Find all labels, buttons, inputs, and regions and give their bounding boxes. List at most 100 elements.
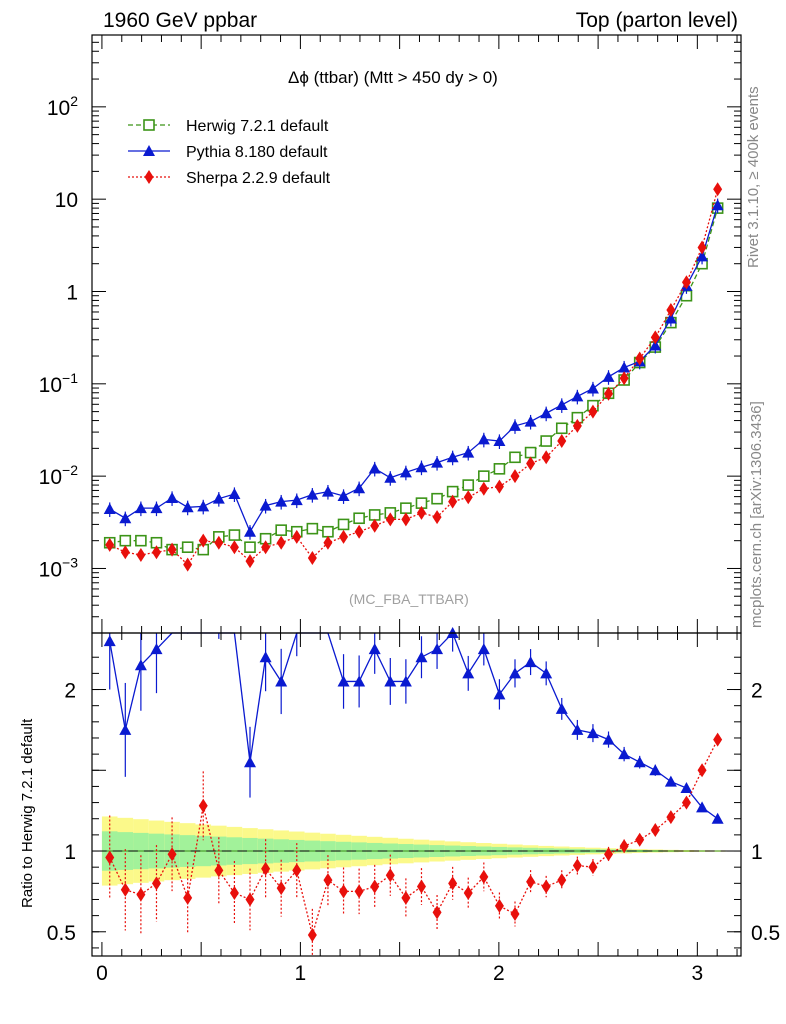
y-tick-label: 102 (47, 93, 78, 120)
data-point-pythia-8-180-default (586, 382, 599, 394)
data-point-sherpa-2-2-9-default (245, 554, 255, 569)
data-point-sherpa-2-2-9-default (713, 182, 723, 197)
data-point-pythia-8-180-default (540, 407, 553, 419)
ratio-point-pythia-8-180-default (493, 688, 506, 700)
header-right: Top (parton level) (575, 9, 738, 32)
data-point-pythia-8-180-default (446, 451, 459, 463)
ratio-point-pythia-8-180-default (462, 667, 475, 679)
data-point-sherpa-2-2-9-default (292, 529, 302, 544)
data-point-sherpa-2-2-9-default (604, 386, 614, 401)
ratio-point-sherpa-2-2-9-default (650, 823, 660, 838)
ratio-point-sherpa-2-2-9-default (198, 798, 208, 813)
data-point-pythia-8-180-default (477, 433, 490, 445)
data-point-pythia-8-180-default (244, 525, 257, 537)
legend-label-sherpa-2-2-9-default: Sherpa 2.2.9 default (186, 170, 331, 187)
ratio-y-tick-label: 1 (64, 841, 76, 864)
data-point-sherpa-2-2-9-default (261, 540, 271, 555)
ratio-point-sherpa-2-2-9-default (276, 881, 286, 896)
data-point-sherpa-2-2-9-default (416, 505, 426, 520)
ratio-point-sherpa-2-2-9-default (432, 905, 442, 920)
data-point-pythia-8-180-default (711, 199, 724, 211)
legend-marker-herwig-7-2-1-default (143, 119, 155, 131)
data-point-pythia-8-180-default (103, 503, 116, 515)
ratio-point-pythia-8-180-default (509, 667, 522, 679)
ratio-point-sherpa-2-2-9-default (713, 732, 723, 747)
y-tick-label: 10−3 (39, 554, 79, 581)
analysis-watermark: (MC_FBA_TTBAR) (349, 591, 469, 607)
data-point-sherpa-2-2-9-default (370, 518, 380, 533)
ratio-point-sherpa-2-2-9-default (385, 868, 395, 883)
ratio-y-tick-label: 2 (64, 680, 76, 703)
ratio-point-sherpa-2-2-9-default (526, 874, 536, 889)
ratio-line-pythia-8-180-default (109, 631, 719, 820)
data-point-sherpa-2-2-9-default (666, 303, 676, 318)
data-point-sherpa-2-2-9-default (681, 275, 691, 290)
data-point-sherpa-2-2-9-default (151, 545, 161, 560)
ratio-point-sherpa-2-2-9-default (635, 832, 645, 847)
ratio-y-axis-label: Ratio to Herwig 7.2.1 default (19, 718, 36, 908)
ratio-point-pythia-8-180-default (540, 667, 553, 679)
ratio-point-sherpa-2-2-9-default (588, 860, 598, 875)
x-tick-label: 1 (295, 962, 307, 985)
ratio-point-pythia-8-180-default (368, 643, 381, 655)
ratio-point-pythia-8-180-default (384, 675, 397, 687)
data-point-sherpa-2-2-9-default (323, 535, 333, 550)
ratio-line-sherpa-2-2-9-default (109, 739, 719, 938)
data-point-sherpa-2-2-9-default (541, 450, 551, 465)
data-point-sherpa-2-2-9-default (307, 550, 317, 565)
data-point-herwig-7-2-1-default (540, 435, 552, 447)
series-pythia-8-180-default (103, 198, 724, 824)
data-point-sherpa-2-2-9-default (557, 434, 567, 449)
ratio-point-sherpa-2-2-9-default (105, 850, 115, 865)
data-point-pythia-8-180-default (571, 390, 584, 402)
data-point-pythia-8-180-default (212, 492, 225, 504)
ratio-point-pythia-8-180-default (555, 702, 568, 714)
ratio-point-sherpa-2-2-9-default (401, 890, 411, 905)
mcplots-label: mcplots.cern.ch [arXiv:1306.3436] (748, 401, 765, 628)
data-point-sherpa-2-2-9-default (183, 557, 193, 572)
legend-marker-pythia-8-180-default (143, 145, 155, 156)
ratio-point-pythia-8-180-default (602, 733, 615, 745)
ratio-point-pythia-8-180-default (119, 723, 132, 735)
data-point-sherpa-2-2-9-default (619, 371, 629, 386)
ratio-point-sherpa-2-2-9-default (416, 879, 426, 894)
ratio-y-tick-label-right: 2 (751, 680, 763, 703)
data-point-sherpa-2-2-9-default (494, 479, 504, 494)
ratio-point-pythia-8-180-default (415, 651, 428, 663)
chart-title: Δϕ (ttbar) (Mtt > 450 dy > 0) (288, 68, 498, 87)
data-point-herwig-7-2-1-default (135, 534, 147, 547)
data-point-herwig-7-2-1-default (244, 541, 256, 553)
data-point-pythia-8-180-default (275, 495, 288, 507)
data-point-pythia-8-180-default (197, 500, 210, 512)
data-point-pythia-8-180-default (150, 502, 163, 514)
data-point-sherpa-2-2-9-default (214, 535, 224, 550)
data-point-pythia-8-180-default (602, 370, 615, 382)
data-point-pythia-8-180-default (509, 419, 522, 431)
ratio-point-sherpa-2-2-9-default (541, 879, 551, 894)
data-point-pythia-8-180-default (259, 499, 272, 511)
ratio-point-pythia-8-180-default (524, 656, 537, 668)
chart-marks (103, 182, 724, 956)
ratio-point-sherpa-2-2-9-default (183, 890, 193, 905)
ratio-point-sherpa-2-2-9-default (681, 795, 691, 810)
data-point-sherpa-2-2-9-default (572, 418, 582, 433)
data-point-pythia-8-180-default (181, 501, 194, 513)
y-tick-label: 1 (66, 281, 78, 304)
data-point-herwig-7-2-1-default (306, 522, 319, 535)
data-point-herwig-7-2-1-default (228, 529, 241, 541)
ratio-point-pythia-8-180-default (431, 643, 444, 655)
ratio-point-sherpa-2-2-9-default (323, 873, 333, 888)
data-point-herwig-7-2-1-default (353, 512, 365, 525)
data-point-sherpa-2-2-9-default (635, 351, 645, 366)
ratio-point-sherpa-2-2-9-default (666, 810, 676, 825)
data-point-herwig-7-2-1-default (322, 525, 334, 538)
y-tick-label: 10−2 (39, 462, 79, 489)
ratio-point-pythia-8-180-default (477, 643, 490, 655)
ratio-point-pythia-8-180-default (150, 643, 163, 655)
legend: Herwig 7.2.1 default Pythia 8.180 default… (128, 118, 331, 187)
header-left: 1960 GeV ppbar (103, 9, 258, 32)
data-point-pythia-8-180-default (321, 485, 334, 497)
data-point-pythia-8-180-default (368, 462, 381, 474)
ratio-point-sherpa-2-2-9-default (370, 879, 380, 894)
